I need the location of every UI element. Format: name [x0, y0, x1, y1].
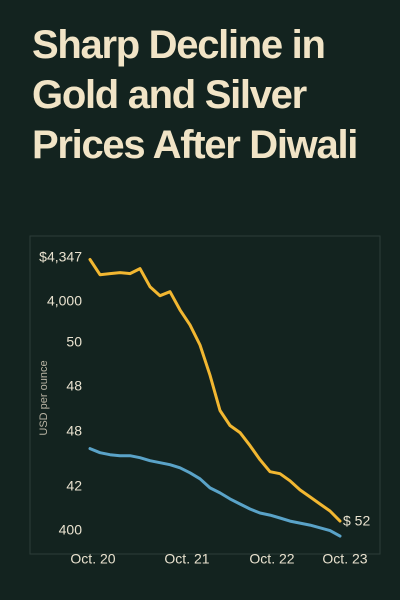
chart-title: Sharp Decline in Gold and Silver Prices …: [32, 23, 358, 167]
y-tick-label: 48: [66, 378, 82, 394]
y-tick-label: 50: [66, 334, 82, 350]
x-tick-label: Oct. 22: [249, 551, 294, 567]
x-tick-label: Oct. 20: [70, 551, 115, 567]
plot-frame: [29, 235, 381, 555]
y-axis-label: USD per ounce: [38, 360, 50, 435]
y-tick-label: 400: [59, 522, 83, 538]
x-tick-label: Oct. 21: [164, 551, 209, 567]
line: [88, 447, 342, 538]
y-tick-label: 48: [66, 423, 82, 439]
y-tick-label: 42: [66, 478, 82, 494]
x-tick-label: Oct. 23: [322, 551, 367, 567]
annotation: $ 52: [343, 513, 370, 529]
y-tick-label: $4,347: [39, 249, 82, 265]
line: [88, 258, 342, 523]
y-tick-label: 4,000: [47, 293, 82, 309]
